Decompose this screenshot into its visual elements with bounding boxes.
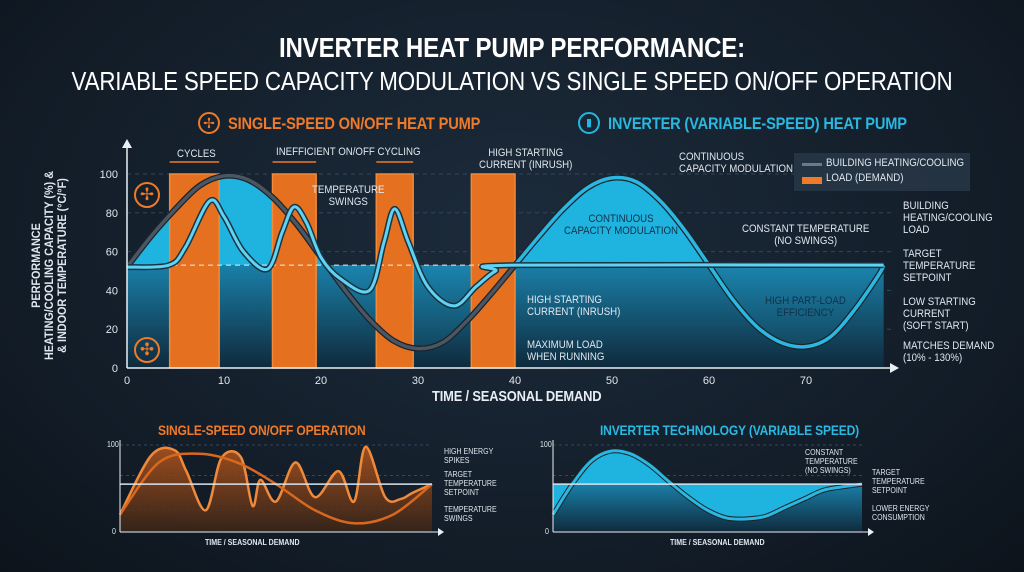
tick: 100	[540, 440, 552, 449]
mini-single-title: SINGLE-SPEED ON/OFF OPERATION	[158, 422, 366, 438]
annotation-target: TARGET TEMPERATURE SETPOINT	[872, 468, 925, 495]
fan-icon: ✣	[134, 337, 160, 363]
legend-item: BUILDING HEATING/COOLING	[826, 157, 965, 169]
annotation-cont-mod-top: CONTINUOUS CAPACITY MODULATION	[679, 151, 794, 175]
fan-icon: ✢	[198, 112, 220, 134]
x-tick-label: 30	[412, 375, 424, 387]
y-tick-label: 40	[106, 285, 118, 297]
y-tick-label: 100	[100, 169, 118, 181]
annotation-constant-temp: CONSTANT TEMPERATURE (NO SWINGS)	[742, 223, 870, 247]
tick: 0	[112, 527, 116, 536]
mini-inverter-title: INVERTER TECHNOLOGY (VARIABLE SPEED)	[600, 422, 859, 438]
single-speed-title: SINGLE-SPEED ON/OFF HEAT PUMP	[228, 114, 481, 133]
fan-icon: ✢	[134, 182, 160, 208]
legend: BUILDING HEATING/COOLING LOAD (DEMAND)	[794, 153, 970, 191]
mini-single-temperature-curve	[118, 445, 433, 516]
indoor-temperature-curve	[126, 198, 884, 308]
x-tick-label: 60	[703, 375, 715, 387]
annotation-lower: LOWER ENERGY CONSUMPTION	[872, 504, 930, 522]
mini-single-fill	[120, 446, 432, 532]
tick: 100	[107, 440, 119, 449]
annotation-cont-mod-inside: CONTINUOUS CAPACITY MODULATION	[564, 213, 679, 237]
y-tick-label: 80	[106, 208, 118, 220]
annotation-target: TARGET TEMPERATURE SETPOINT	[444, 470, 497, 497]
x-tick-label: 50	[606, 375, 618, 387]
annotation-cycles: CYCLES	[177, 148, 216, 160]
mini-inverter-x-arrow	[868, 528, 874, 536]
annotation-temp-swings: TEMPERATURE SWINGS	[312, 184, 385, 208]
annotation-max-load: MAXIMUM LOAD WHEN RUNNING	[527, 339, 605, 363]
x-tick-label: 40	[509, 375, 521, 387]
tick: 0	[545, 527, 549, 536]
annotation-part-load: HIGH PART-LOAD EFFICIENCY	[765, 295, 846, 319]
inverter-unit-icon: ▮	[578, 112, 600, 134]
x-tick-label: 70	[800, 375, 812, 387]
annotation-high-start-mid: HIGH STARTING CURRENT (INRUSH)	[527, 294, 621, 318]
mini-inverter-fill	[553, 450, 862, 520]
annotation-spikes: HIGH ENERGY SPIKES	[444, 447, 494, 465]
legend-swatch-line	[802, 163, 822, 166]
y-tick-label: 20	[106, 324, 118, 336]
annotation-building-load: BUILDING HEATING/COOLING LOAD	[903, 200, 993, 236]
x-axis-arrow	[890, 363, 899, 373]
x-tick-label: 20	[315, 375, 327, 387]
inverter-title: INVERTER (VARIABLE-SPEED) HEAT PUMP	[608, 114, 907, 133]
y-tick-label: 0	[112, 363, 118, 375]
title-line-2: VARIABLE SPEED CAPACITY MODULATION VS SI…	[71, 66, 953, 96]
mini-inverter-xlabel: TIME / SEASONAL DEMAND	[670, 538, 765, 547]
annotation-inefficient: INEFFICIENT ON/OFF CYCLING	[276, 146, 421, 158]
mini-single-xlabel: TIME / SEASONAL DEMAND	[205, 538, 300, 547]
annotation-constant: CONSTANT TEMPERATURE (NO SWINGS)	[805, 448, 858, 475]
x-axis-label: TIME / SEASONAL DEMAND	[432, 388, 602, 405]
legend-swatch-bar	[802, 177, 822, 184]
annotation-matches: MATCHES DEMAND (10% - 130%)	[903, 340, 995, 364]
annotation-low-start: LOW STARTING CURRENT (SOFT START)	[903, 296, 976, 332]
title-line-1: INVERTER HEAT PUMP PERFORMANCE:	[278, 32, 746, 63]
annotation-swings: TEMPERATURE SWINGS	[444, 505, 497, 523]
x-tick-label: 0	[124, 375, 130, 387]
legend-item: LOAD (DEMAND)	[826, 172, 904, 184]
y-axis-label: PERFORMANCE HEATING/COOLING CAPACITY (%)…	[29, 171, 69, 360]
y-axis-arrow	[122, 139, 132, 148]
x-tick-label: 10	[218, 375, 230, 387]
y-tick-label: 60	[106, 247, 118, 259]
annotation-high-start-top: HIGH STARTING CURRENT (INRUSH)	[479, 147, 573, 171]
mini-inverter-demand-curve	[551, 449, 863, 521]
mini-single-x-arrow	[438, 528, 444, 536]
annotation-target: TARGET TEMPERATURE SETPOINT	[903, 248, 976, 284]
